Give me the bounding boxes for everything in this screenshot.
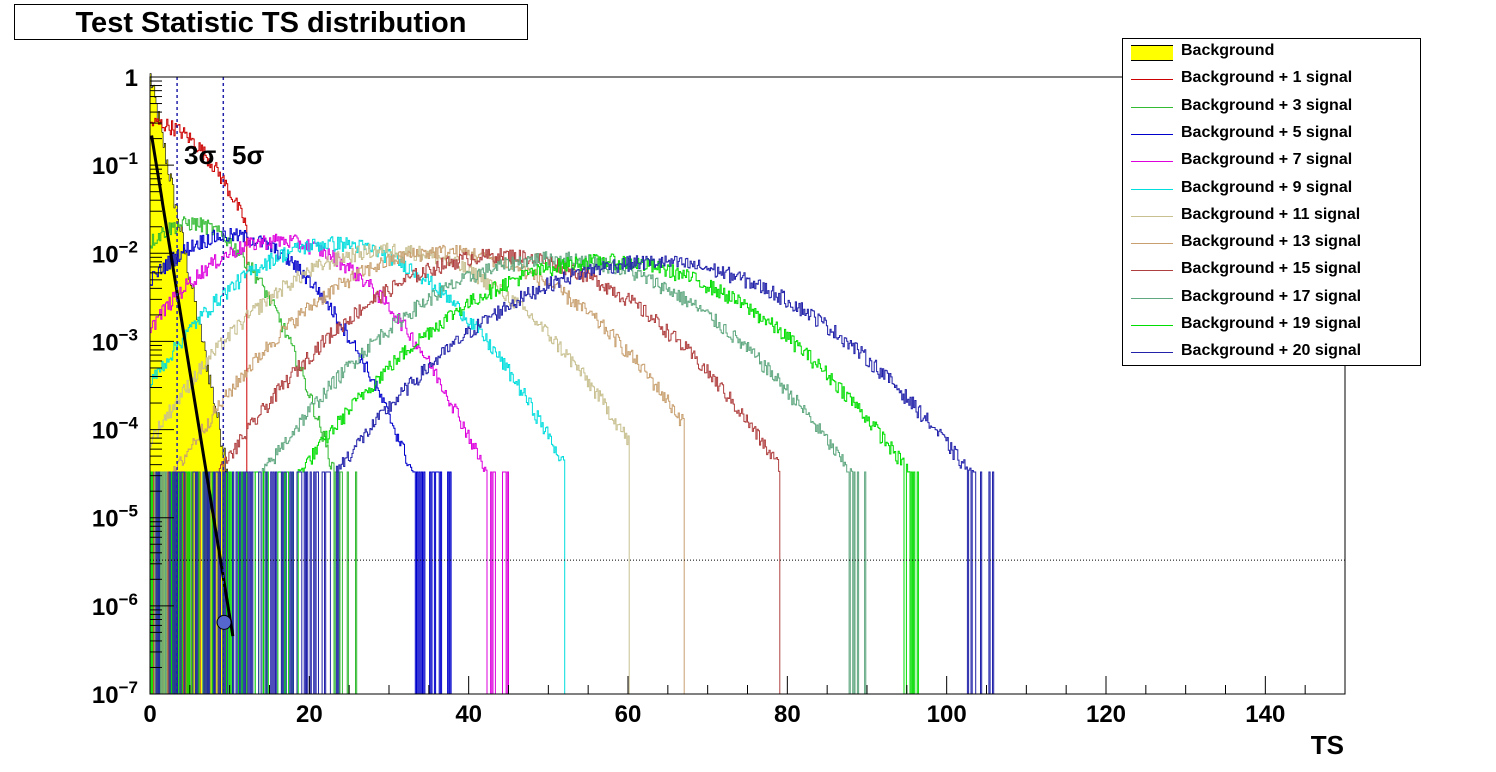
legend-swatch [1131,297,1173,299]
x-tick-label: 120 [1086,701,1126,728]
x-tick-label: 40 [455,701,482,728]
legend-label: Background + 20 signal [1181,342,1362,360]
legend-swatch [1131,325,1173,326]
legend-item: Background + 19 signal [1123,312,1420,339]
y-tick-label: 10−6 [92,590,138,621]
legend-item: Background + 20 signal [1123,339,1420,366]
sigma5-label: 5σ [232,140,264,170]
legend-swatch [1131,352,1173,354]
legend-label: Background + 17 signal [1181,287,1362,305]
y-tick-label: 10−5 [92,502,138,533]
legend: Background Background + 1 signal Backgroun… [1122,38,1421,366]
y-tick-label: 10−7 [92,678,138,709]
legend-item: Background + 13 signal [1123,230,1420,257]
legend-label: Background + 19 signal [1181,315,1362,332]
legend-label: Background + 7 signal [1181,151,1353,169]
legend-swatch [1131,243,1173,245]
legend-swatch [1131,161,1173,163]
x-tick-label: 60 [615,701,642,728]
legend-swatch [1131,79,1173,81]
legend-label: Background + 3 signal [1181,96,1353,114]
legend-item: Background [1123,39,1420,66]
background-fit-line [150,135,235,637]
x-tick-label: 140 [1245,701,1285,728]
y-tick-label: 10−2 [92,237,138,268]
x-tick-label: 80 [774,701,801,728]
chart-title: Test Statistic TS distribution [14,4,528,40]
x-tick-label: 20 [296,701,323,728]
legend-label: Background + 15 signal [1181,260,1362,278]
legend-item: Background + 11 signal [1123,203,1420,230]
sigma3-label: 3σ [184,140,216,170]
legend-swatch [1131,133,1173,135]
y-tick-label: 1 [125,65,138,92]
threshold-marker [216,614,232,630]
legend-swatch [1131,188,1173,190]
axes: 0 20 40 60 80 100 120 140 1 10−1 10−2 10−3 10−4 10−5 1… [92,65,1346,728]
legend-swatch [1131,270,1173,272]
legend-label: Background + 11 signal [1181,205,1361,223]
legend-swatch [1131,45,1173,61]
legend-item: Background + 1 signal [1123,66,1420,93]
legend-label: Background + 13 signal [1181,233,1362,251]
legend-label: Background [1181,42,1275,59]
x-tick-label: 100 [927,701,967,728]
legend-label: Background + 9 signal [1181,178,1353,196]
x-tick-label: 0 [143,701,156,728]
legend-item: Background + 3 signal [1123,94,1420,121]
legend-item: Background + 7 signal [1123,148,1420,175]
y-tick-label: 10−3 [92,325,138,356]
legend-item: Background + 15 signal [1123,257,1420,284]
legend-label: Background + 1 signal [1181,69,1353,87]
x-axis-label: TS [1311,730,1344,760]
y-tick-label: 10−4 [92,414,139,445]
legend-swatch [1131,215,1173,217]
legend-item: Background + 5 signal [1123,121,1420,148]
legend-label: Background + 5 signal [1181,123,1353,141]
y-tick-label: 10−1 [92,149,138,180]
legend-item: Background + 9 signal [1123,176,1420,203]
legend-swatch [1131,106,1173,108]
legend-item: Background + 17 signal [1123,285,1420,312]
